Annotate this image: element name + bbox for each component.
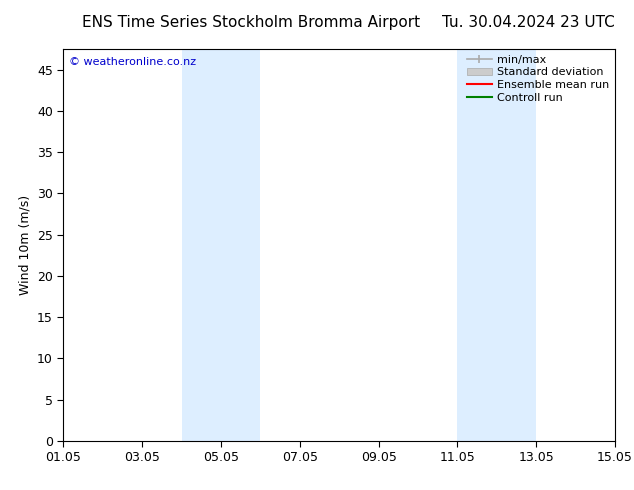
Bar [181, 49, 261, 441]
Bar [457, 49, 536, 441]
Legend: min/max, Standard deviation, Ensemble mean run, Controll run: min/max, Standard deviation, Ensemble me… [465, 52, 612, 105]
Text: ENS Time Series Stockholm Bromma Airport: ENS Time Series Stockholm Bromma Airport [82, 15, 420, 30]
Y-axis label: Wind 10m (m/s): Wind 10m (m/s) [18, 195, 32, 295]
Text: © weatheronline.co.nz: © weatheronline.co.nz [69, 57, 196, 67]
Text: Tu. 30.04.2024 23 UTC: Tu. 30.04.2024 23 UTC [443, 15, 615, 30]
